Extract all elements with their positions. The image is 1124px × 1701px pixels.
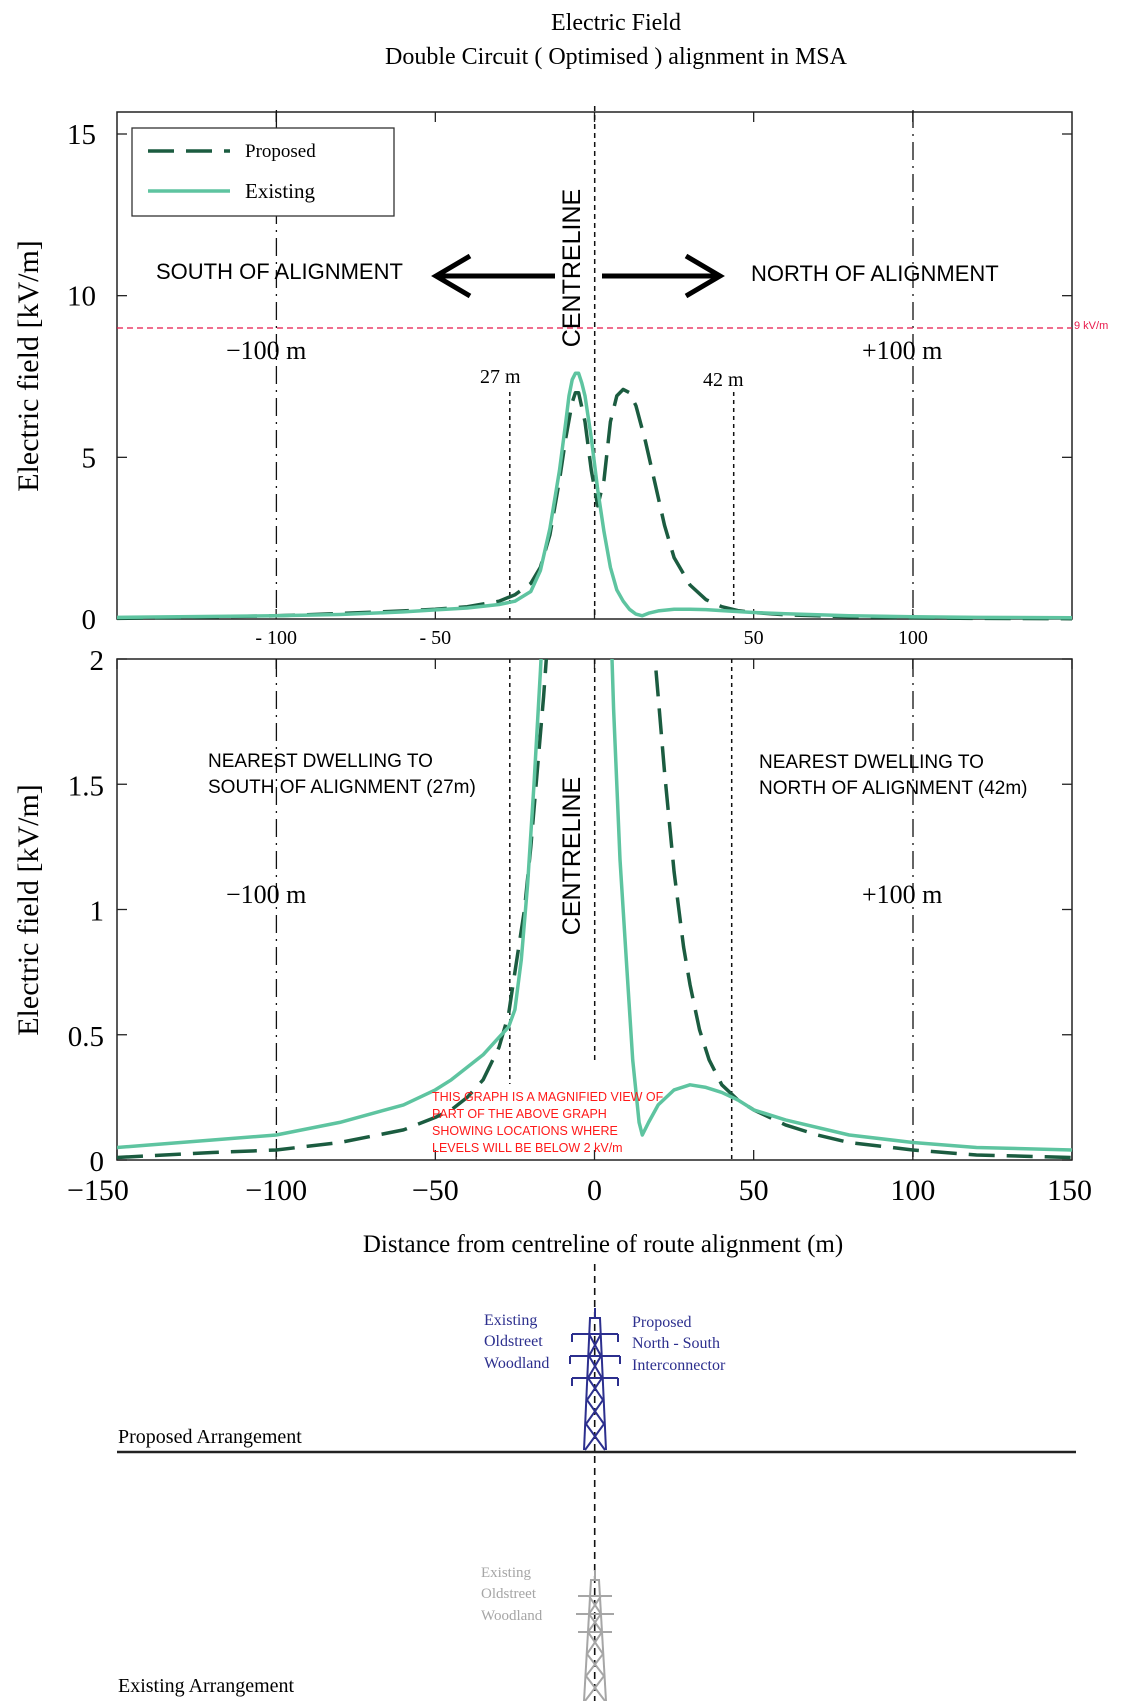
- x-axis-label: Distance from centreline of route alignm…: [363, 1231, 843, 1258]
- legend: Proposed Existing: [131, 127, 395, 217]
- proposed-right-line1: Proposed: [632, 1314, 692, 1331]
- magnified-note-line4: LEVELS WILL BE BELOW 2 kV/m: [432, 1141, 623, 1155]
- lower-plus-100-label: +100 m: [862, 880, 942, 909]
- legend-box: [131, 127, 395, 217]
- x-tick-label: 0: [587, 1174, 602, 1207]
- y-tick-label: 1: [90, 896, 105, 928]
- lower-plot: 0 0.5 1 1.5 2 −150 −100 −50 0 50 100 150 Electric …: [12, 645, 1092, 1258]
- x-tick-label: 50: [744, 627, 764, 649]
- magnified-note-line2: PART OF THE ABOVE GRAPH: [432, 1107, 607, 1121]
- y-tick-label: 15: [67, 119, 96, 151]
- magnified-note-line3: SHOWING LOCATIONS WHERE: [432, 1124, 618, 1138]
- series-proposed-upper: [116, 387, 1073, 621]
- distance-42m-label: 42 m: [703, 369, 744, 391]
- legend-proposed-label: Proposed: [245, 141, 316, 162]
- threshold-label: 9 kV/m: [1074, 320, 1108, 332]
- north-of-alignment-label: NORTH OF ALIGNMENT: [751, 261, 999, 286]
- y-tick-label: 5: [82, 442, 97, 474]
- chart-subtitle: Double Circuit ( Optimised ) alignment i…: [385, 44, 848, 70]
- chart-title: Electric Field: [551, 10, 681, 36]
- x-tick-label: 50: [739, 1174, 769, 1207]
- upper-x-tick-labels: - 100 - 50 50 100: [255, 627, 928, 649]
- series-existing-upper: [116, 371, 1073, 620]
- proposed-left-text: Existing Oldstreet Woodland: [484, 1312, 549, 1372]
- x-tick-label: 150: [1047, 1174, 1092, 1207]
- x-tick-label: 100: [898, 627, 928, 649]
- existing-arrangement-label: Existing Arrangement: [118, 1675, 295, 1697]
- north-dwelling-label-line1: NEAREST DWELLING TO: [759, 752, 984, 773]
- x-tick-label: −50: [412, 1174, 459, 1207]
- north-arrow-icon: [602, 253, 725, 299]
- y-tick-label: 0: [90, 1146, 105, 1178]
- legend-existing-label: Existing: [245, 179, 316, 203]
- north-dwelling-label-line2: NORTH OF ALIGNMENT (42m): [759, 778, 1028, 799]
- south-dwelling-label-line2: SOUTH OF ALIGNMENT (27m): [208, 777, 476, 798]
- existing-left-text: Existing Oldstreet Woodland: [481, 1565, 543, 1624]
- upper-plot: 0 5 10 15 - 100 - 50 50 100 Electric field [kV…: [12, 106, 1108, 649]
- upper-minus-100-label: −100 m: [226, 336, 306, 365]
- x-tick-label: - 100: [255, 627, 297, 649]
- proposed-left-line1: Existing: [484, 1312, 537, 1329]
- proposed-right-line3: Interconnector: [632, 1357, 726, 1374]
- upper-y-tick-labels: 0 5 10 15: [67, 119, 96, 636]
- y-tick-label: 2: [90, 645, 105, 677]
- existing-left-line2: Oldstreet: [481, 1586, 537, 1602]
- y-tick-label: 10: [67, 281, 96, 313]
- series-existing-lower: [117, 659, 1072, 1152]
- south-of-alignment-label: SOUTH OF ALIGNMENT: [156, 259, 403, 284]
- y-tick-label: 0: [82, 604, 97, 636]
- x-tick-label: 100: [890, 1174, 935, 1207]
- magnified-note-line1: THIS GRAPH IS A MAGNIFIED VIEW OF: [432, 1090, 664, 1104]
- south-dwelling-label-line1: NEAREST DWELLING TO: [208, 751, 433, 772]
- proposed-left-line3: Woodland: [484, 1355, 549, 1372]
- x-tick-label: −150: [67, 1174, 129, 1207]
- transmission-tower-icon: [569, 1308, 621, 1451]
- proposed-arrangement-label: Proposed Arrangement: [118, 1426, 302, 1448]
- proposed-left-line2: Oldstreet: [484, 1333, 543, 1350]
- south-arrow-icon: [431, 253, 555, 299]
- transmission-tower-icon: [576, 1570, 614, 1701]
- y-tick-label: 1.5: [68, 770, 104, 802]
- lower-minus-100-label: −100 m: [226, 880, 306, 909]
- lower-centreline-label: CENTRELINE: [558, 777, 586, 935]
- proposed-right-line2: North - South: [632, 1335, 720, 1352]
- upper-y-axis-label: Electric field [kV/m]: [12, 240, 45, 492]
- distance-27m-label: 27 m: [480, 366, 521, 388]
- upper-plus-100-label: +100 m: [862, 336, 942, 365]
- x-tick-label: −100: [245, 1174, 307, 1207]
- existing-arrangement: Existing Arrangement Existing Oldstreet …: [118, 1565, 614, 1701]
- lower-y-tick-labels: 0 0.5 1 1.5 2: [68, 645, 104, 1178]
- proposed-right-text: Proposed North - South Interconnector: [632, 1314, 726, 1374]
- lower-x-tick-labels: −150 −100 −50 0 50 100 150: [67, 1174, 1092, 1207]
- x-tick-label: - 50: [419, 627, 451, 649]
- lower-y-axis-label: Electric field [kV/m]: [12, 784, 45, 1036]
- proposed-arrangement: Proposed Arrangement Existing Oldstreet …: [117, 1308, 1076, 1454]
- existing-left-line3: Woodland: [481, 1608, 543, 1624]
- existing-left-line1: Existing: [481, 1565, 532, 1581]
- upper-centreline-label: CENTRELINE: [558, 189, 586, 347]
- y-tick-label: 0.5: [68, 1021, 104, 1053]
- magnified-note: THIS GRAPH IS A MAGNIFIED VIEW OF PART O…: [432, 1090, 664, 1155]
